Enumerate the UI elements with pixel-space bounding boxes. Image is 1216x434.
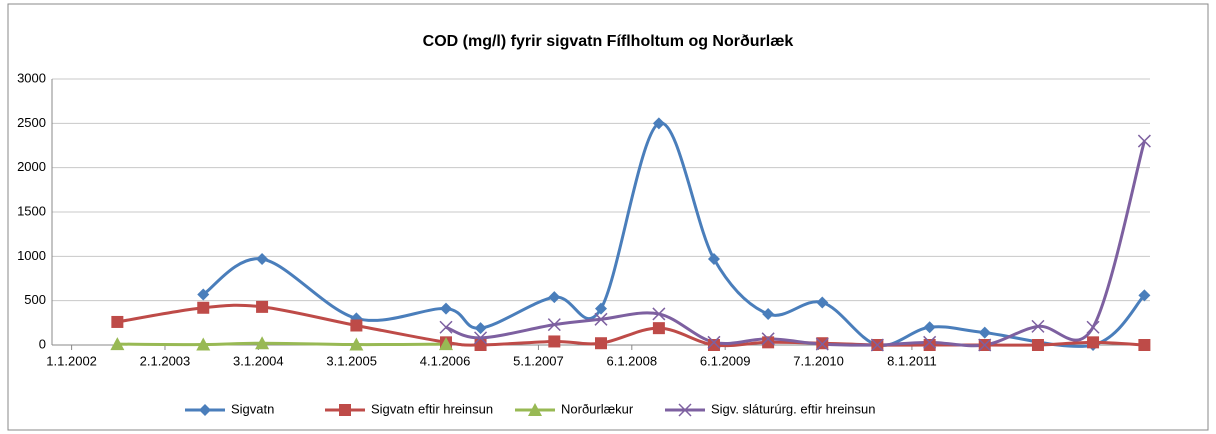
legend-label: Sigvatn eftir hreinsun [371, 401, 493, 416]
x-tick-label: 5.1.2007 [513, 353, 564, 368]
data-point [197, 288, 210, 301]
data-point [652, 307, 666, 321]
legend-marker [339, 404, 351, 416]
legend-marker [678, 403, 692, 417]
data-point [474, 339, 487, 351]
legend-marker [199, 404, 211, 416]
data-point [707, 335, 721, 349]
legend-label: Sigvatn [231, 401, 274, 416]
data-point [762, 336, 775, 349]
data-point [350, 319, 363, 332]
x-tick-label: 1.1.2002 [46, 353, 97, 368]
data-point [707, 252, 720, 265]
y-tick-label: 1000 [17, 248, 46, 263]
data-point [439, 320, 453, 334]
series-line [202, 121, 1146, 348]
data-point [440, 302, 453, 315]
data-point [1137, 134, 1151, 148]
series-line [445, 140, 1146, 348]
x-tick-label: 2.1.2003 [140, 353, 191, 368]
data-point [707, 339, 720, 351]
data-point [548, 335, 561, 348]
y-tick-label: 3000 [17, 70, 46, 85]
data-point [1138, 289, 1151, 302]
data-point [816, 296, 829, 309]
data-point [474, 322, 487, 335]
data-point [547, 318, 561, 332]
y-tick-label: 0 [39, 336, 46, 351]
data-point [255, 336, 270, 350]
x-tick-label: 3.1.2005 [326, 353, 377, 368]
data-point [349, 337, 364, 351]
series-line [117, 341, 447, 347]
y-tick-label: 500 [24, 292, 46, 307]
data-point [923, 321, 936, 334]
data-point [110, 337, 125, 351]
legend-marker [528, 403, 542, 416]
data-point [1086, 320, 1100, 334]
y-tick-label: 2500 [17, 115, 46, 130]
data-point [439, 337, 454, 351]
data-point [761, 332, 775, 346]
legend-label: Sigv. sláturúrg. eftir hreinsun [711, 401, 876, 416]
data-point [870, 338, 884, 352]
data-point [111, 315, 124, 328]
data-point [652, 322, 665, 335]
data-point [548, 291, 561, 304]
chart-title: COD (mg/l) fyrir sigvatn Fíflholtum og N… [423, 33, 794, 50]
data-point [1138, 339, 1151, 351]
data-point [1087, 336, 1100, 349]
data-point [652, 117, 665, 130]
x-tick-label: 6.1.2009 [700, 353, 751, 368]
x-tick-label: 6.1.2008 [607, 353, 658, 368]
x-tick-label: 8.1.2011 [887, 353, 937, 368]
x-tick-label: 7.1.2010 [793, 353, 844, 368]
y-tick-label: 2000 [17, 159, 46, 174]
data-point [595, 337, 607, 350]
data-point [595, 302, 607, 315]
y-tick-label: 1500 [17, 203, 46, 218]
data-point [474, 331, 488, 345]
data-point [1031, 319, 1045, 333]
data-point [1031, 339, 1044, 351]
chart-border [7, 3, 1209, 431]
data-point [923, 335, 937, 349]
x-tick-label: 4.1.2006 [420, 353, 471, 368]
data-point [256, 300, 269, 313]
data-point [197, 301, 210, 314]
data-point [594, 312, 608, 326]
x-tick-label: 3.1.2004 [233, 353, 284, 368]
data-point [815, 337, 829, 351]
data-point [978, 326, 991, 339]
data-point [978, 338, 992, 352]
legend-label: Norðurlækur [561, 401, 634, 416]
data-point [196, 337, 211, 351]
data-point [923, 339, 936, 351]
data-point [256, 252, 269, 265]
data-point [762, 307, 775, 320]
